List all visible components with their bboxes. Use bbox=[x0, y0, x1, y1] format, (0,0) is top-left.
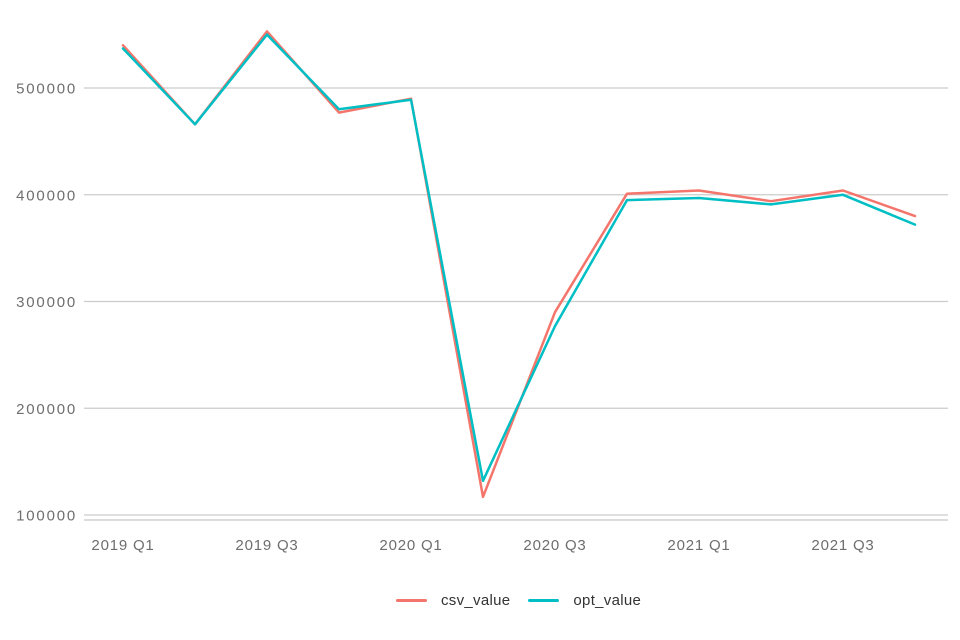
x-tick-label: 2020 Q1 bbox=[379, 537, 442, 554]
y-tick-label: 200000 bbox=[16, 401, 77, 418]
legend-item-csv-value: csv_value bbox=[396, 592, 510, 609]
legend-label-csv: csv_value bbox=[441, 592, 511, 609]
y-tick-label: 400000 bbox=[16, 187, 77, 204]
x-tick-label: 2021 Q3 bbox=[811, 537, 874, 554]
y-tick-label: 100000 bbox=[16, 508, 77, 525]
legend-line-swatch-opt bbox=[528, 599, 560, 602]
legend-line-swatch-csv bbox=[396, 599, 427, 602]
y-tick-label: 500000 bbox=[16, 81, 77, 98]
series-line-opt_value bbox=[121, 33, 917, 483]
y-tick-label: 300000 bbox=[16, 294, 77, 311]
x-tick-label: 2020 Q3 bbox=[523, 537, 586, 554]
legend-label-opt: opt_value bbox=[573, 592, 642, 609]
series-line-csv_value bbox=[121, 30, 917, 499]
x-tick-label: 2019 Q3 bbox=[235, 537, 298, 554]
legend: csv_value opt_value bbox=[396, 592, 641, 609]
line-chart: 500000 400000 300000 200000 100000 2019 Q1 201… bbox=[16, 30, 948, 554]
x-tick-label: 2019 Q1 bbox=[91, 537, 154, 554]
legend-item-opt-value: opt_value bbox=[528, 592, 641, 609]
x-tick-label: 2021 Q1 bbox=[667, 537, 730, 554]
